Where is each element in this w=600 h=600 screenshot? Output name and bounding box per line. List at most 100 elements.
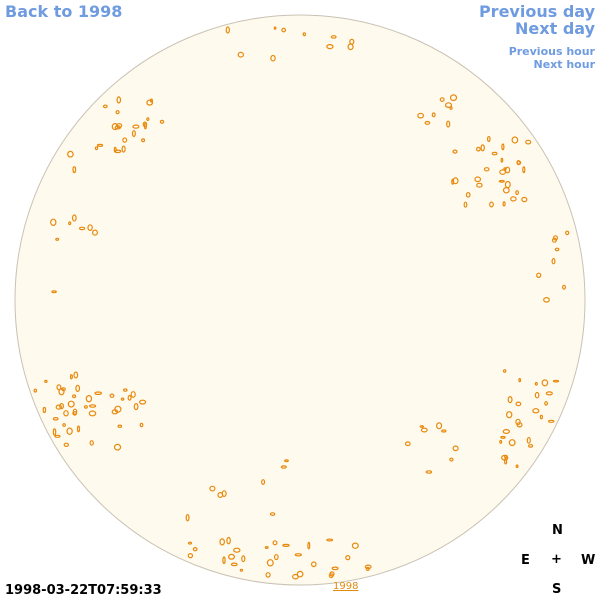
contour-mark [446,120,451,128]
compass-north-label: N [552,523,563,538]
contour-mark [347,43,354,51]
contour-mark [452,445,459,452]
contour-mark [78,226,86,231]
contour-mark [94,391,103,396]
contour-mark [85,395,93,403]
compass-west-label: W [581,553,596,568]
magnetogram-contours [33,26,570,580]
contour-mark [132,124,140,129]
contour-mark [417,112,425,119]
back-to-year-link[interactable]: Back to 1998 [5,2,123,21]
contour-mark [91,229,98,236]
contour-mark [499,439,503,444]
contour-mark [302,32,306,37]
contour-mark [307,541,311,550]
contour-mark [130,391,136,398]
contour-mark [451,178,455,185]
contour-mark [139,422,144,428]
contour-mark [75,384,81,393]
contour-mark [330,35,337,39]
contour-mark [87,224,93,232]
contour-mark [120,397,125,401]
contour-mark [489,201,494,208]
contour-mark [50,218,57,226]
contour-mark [516,160,521,166]
contour-mark [452,149,458,154]
previous-day-link[interactable]: Previous day [478,2,595,21]
contour-mark [230,562,238,567]
contour-mark [133,403,139,411]
contour-mark [62,423,66,427]
contour-mark [534,381,538,386]
solar-disk [14,14,586,586]
contour-mark [521,196,528,203]
next-day-link[interactable]: Next day [515,19,595,38]
contour-mark [503,454,508,459]
contour-mark [548,419,555,423]
contour-mark [500,157,504,163]
contour-mark [425,470,433,474]
contour-mark [121,145,126,153]
contour-mark [420,427,428,433]
contour-mark [282,543,290,548]
contour-mark [351,542,359,549]
contour-mark [89,440,94,446]
contour-mark [326,538,334,542]
contour-mark [511,136,519,144]
contour-mark [326,43,334,50]
next-hour-link[interactable]: Next hour [533,58,596,71]
contour-mark [419,425,424,428]
contour-mark [532,408,540,414]
contour-mark [115,110,120,115]
contour-mark [310,561,317,568]
contour-mark [226,536,231,545]
contour-mark [480,144,485,152]
contour-mark [503,167,507,171]
contour-mark [296,570,304,578]
contour-mark [273,554,279,561]
contour-mark [431,112,436,118]
contour-mark [424,120,431,125]
contour-mark [72,166,77,174]
contour-mark [76,425,81,433]
year-link[interactable]: 1998 [333,581,359,592]
contour-mark [515,418,521,426]
contour-mark [217,492,224,499]
contour-mark [516,422,523,428]
contour-mark [209,485,216,492]
contour-mark [68,221,72,226]
contour-mark [272,540,278,546]
contour-mark [117,424,123,428]
contour-mark [345,554,351,561]
contour-mark [122,137,128,143]
contour-mark [506,411,513,419]
contour-mark [522,166,526,174]
contour-mark [508,439,516,447]
contour-mark [219,538,226,546]
compass-south-label: S [552,582,562,597]
contour-mark [515,190,519,196]
contour-mark [504,180,511,189]
contour-mark [534,391,540,399]
contour-mark [72,408,78,415]
contour-mark [444,102,453,108]
contour-mark [96,143,104,147]
contour-mark [500,435,506,439]
contour-mark [146,117,150,121]
contour-mark [502,429,510,435]
contour-mark [59,403,64,410]
contour-mark [483,167,490,172]
contour-mark [88,404,97,408]
contour-mark [123,388,128,392]
contour-mark [476,146,481,152]
contour-mark [554,247,560,252]
previous-hour-link[interactable]: Previous hour [508,45,595,58]
contour-mark [463,201,468,208]
contour-mark [498,179,505,183]
contour-mark [44,379,48,383]
contour-mark [284,459,289,463]
contour-mark [503,369,507,373]
contour-mark [561,284,566,290]
contour-mark [294,553,302,557]
